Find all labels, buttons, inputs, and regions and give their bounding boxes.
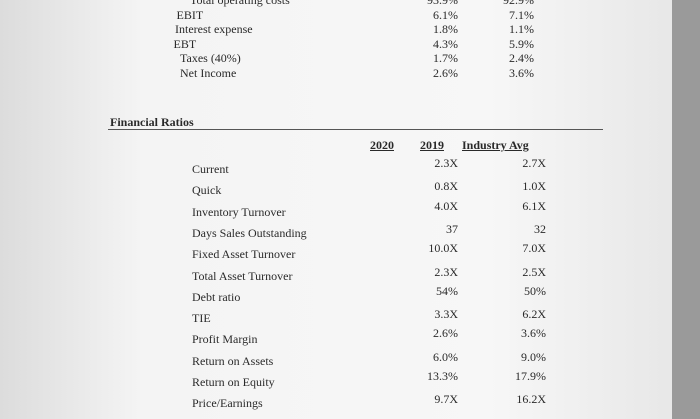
ratio-value: 37 [446, 221, 458, 236]
row-label: Total operating costs [190, 0, 290, 7]
ratio-label: Days Sales Outstanding [192, 225, 307, 240]
ratio-value: 50% [524, 283, 546, 298]
ratio-label: Profit Margin [192, 332, 258, 347]
section-title: Financial Ratios [110, 115, 194, 129]
ratio-value: 6.1X [522, 198, 546, 213]
row-label: Taxes (40%) [180, 51, 241, 65]
ratio-label: Price/Earnings [192, 396, 263, 411]
ratio-label: Return on Equity [192, 375, 275, 389]
ratio-value: 3.6% [521, 326, 546, 341]
ratio-label: Debt ratio [192, 289, 241, 304]
row-label: EBT [173, 36, 197, 51]
ratio-value: 2.5X [522, 264, 546, 279]
column-header: 2020 [370, 138, 394, 152]
ratio-value: 7.0X [522, 241, 546, 256]
ratio-label: Total Asset Turnover [192, 268, 293, 283]
row-value: 5.9% [509, 36, 534, 51]
row-value: 7.1% [509, 7, 534, 22]
ratio-value: 9.7X [434, 392, 458, 407]
ratio-label: Fixed Asset Turnover [192, 247, 296, 262]
row-value: 2.6% [433, 65, 458, 80]
ratio-label: TIE [192, 311, 211, 326]
ratio-value: 0.8X [434, 179, 458, 194]
row-value: 2.4% [509, 51, 534, 65]
ratio-value: 17.9% [515, 369, 546, 383]
row-value: 4.3% [433, 36, 458, 51]
ratio-value: 16.2X [516, 392, 546, 407]
ratio-label: Return on Assets [192, 353, 274, 368]
ratio-value: 2.7X [522, 156, 546, 170]
ratio-value: 9.0% [521, 349, 546, 364]
row-value: 1.8% [433, 22, 458, 36]
row-label: Net Income [180, 65, 237, 80]
ratio-value: 6.0% [433, 349, 458, 364]
ratio-value: 2.3X [434, 264, 458, 279]
row-value: 1.1% [509, 22, 534, 36]
ratio-label: Inventory Turnover [192, 204, 286, 219]
ratio-value: 2.6% [433, 326, 458, 341]
row-label: Interest expense [175, 22, 253, 36]
row-label: EBIT [176, 7, 204, 22]
column-header: 2019 [420, 138, 444, 152]
ratio-label: Current [192, 162, 229, 176]
column-header: Industry Avg [462, 138, 529, 152]
ratio-value: 54% [436, 283, 458, 298]
ratio-value: 13.3% [427, 369, 458, 383]
row-value: 93.9% [427, 0, 458, 7]
ratio-value: 3.3X [434, 307, 458, 322]
ratio-value: 6.2X [522, 307, 546, 322]
row-value: 1.7% [433, 51, 458, 65]
ratio-value: 2.3X [434, 156, 458, 170]
row-value: 3.6% [509, 65, 534, 80]
row-value: 92.9% [503, 0, 534, 7]
ratio-value: 1.0X [522, 179, 546, 194]
ratio-label: Quick [192, 183, 222, 198]
section-rule [108, 129, 603, 130]
ratio-value: 32 [534, 221, 546, 236]
ratio-value: 10.0X [428, 241, 458, 256]
ratio-value: 4.0X [434, 198, 458, 213]
row-value: 6.1% [433, 7, 458, 22]
screen-edge [672, 0, 700, 419]
